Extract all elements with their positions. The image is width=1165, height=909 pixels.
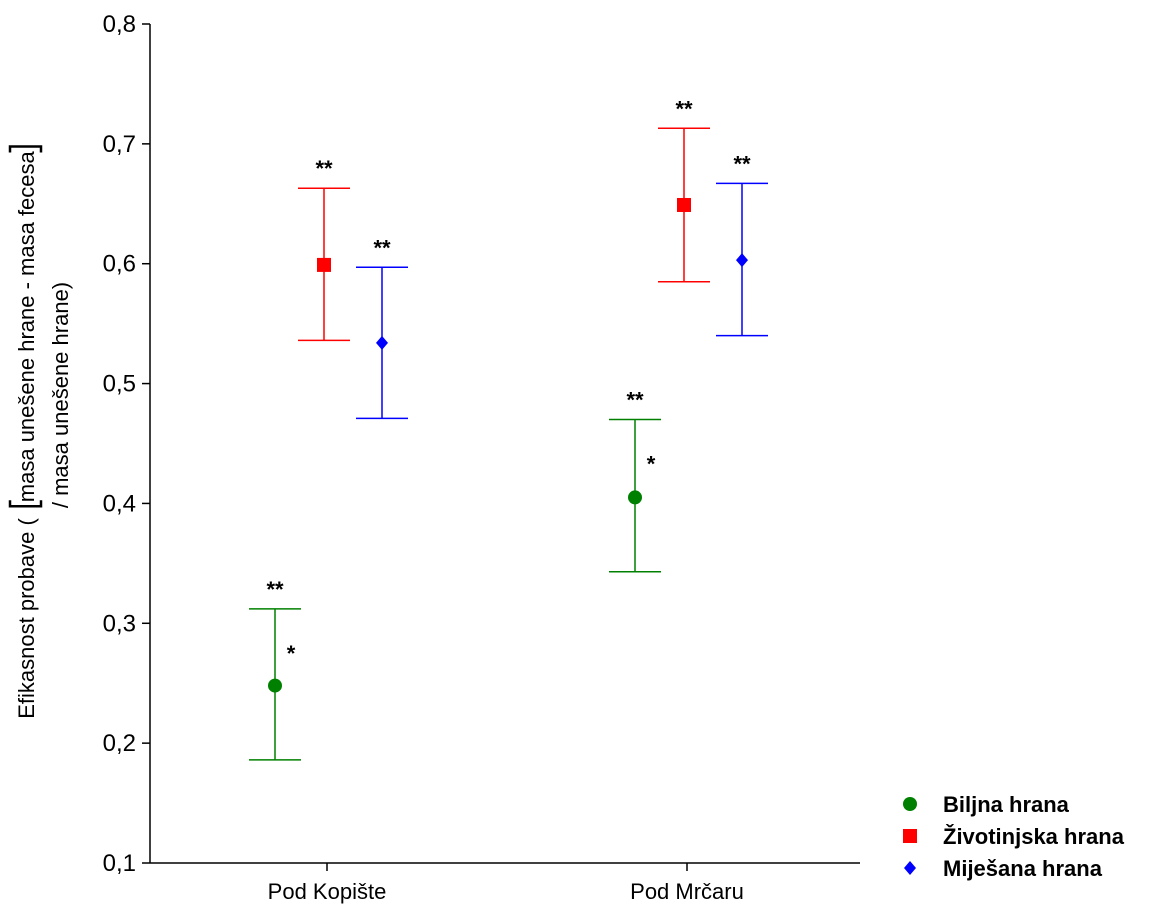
legend-marker <box>903 829 917 843</box>
y-axis-label-prefix: Efikasnost probave ( <box>14 518 39 719</box>
significance-mark: ** <box>626 388 644 413</box>
significance-mark: ** <box>266 577 284 602</box>
legend-label: Životinjska hrana <box>943 824 1125 849</box>
data-point-square <box>317 257 331 272</box>
y-tick-label: 0,4 <box>103 490 136 517</box>
y-tick-label: 0,2 <box>103 730 136 757</box>
y-tick-label: 0,8 <box>103 11 136 38</box>
y-ticks: 0,1 0,2 0,3 0,4 0,5 0,6 0,7 0,8 <box>103 11 150 877</box>
y-tick-label: 0,1 <box>103 850 136 877</box>
x-tick-label: Pod Mrčaru <box>630 879 744 904</box>
series-layer: ************** <box>249 96 768 761</box>
x-ticks: Pod Kopište Pod Mrčaru <box>268 863 744 904</box>
series-2: ** ** <box>356 151 768 420</box>
y-axis-label: Efikasnost probave ( masa unešene hrane -… <box>8 145 73 719</box>
y-tick-label: 0,6 <box>103 251 136 278</box>
significance-mark: ** <box>315 156 333 181</box>
y-axis-label-bracket <box>8 145 43 508</box>
data-point-diamond <box>736 253 748 268</box>
data-point-diamond <box>376 335 388 350</box>
y-axis-label-inner: masa unešene hrane - masa fecesa <box>14 150 39 502</box>
data-point-circle <box>268 678 282 693</box>
data-point-square <box>677 197 691 212</box>
significance-mark: ** <box>733 151 751 176</box>
series-0: ****** <box>249 388 661 761</box>
y-axis-label-line2: / masa unešene hrane) <box>48 282 73 508</box>
legend-label: Biljna hrana <box>943 792 1070 817</box>
legend: Biljna hrana Životinjska hrana Miješana hr… <box>903 792 1125 881</box>
y-tick-label: 0,7 <box>103 131 136 158</box>
significance-mark: ** <box>675 96 693 121</box>
data-point-circle <box>628 490 642 505</box>
axes <box>149 24 860 864</box>
series-1: ** ** <box>298 96 710 342</box>
legend-label: Miješana hrana <box>943 856 1103 881</box>
y-tick-label: 0,5 <box>103 371 136 398</box>
significance-mark: * <box>647 452 656 477</box>
x-tick-label: Pod Kopište <box>268 879 387 904</box>
legend-marker <box>904 861 916 875</box>
significance-mark: * <box>287 641 296 666</box>
significance-mark: ** <box>373 235 391 260</box>
y-axis-label-line1: Efikasnost probave ( masa unešene hrane -… <box>14 150 39 718</box>
legend-marker <box>903 797 917 811</box>
y-tick-label: 0,3 <box>103 610 136 637</box>
